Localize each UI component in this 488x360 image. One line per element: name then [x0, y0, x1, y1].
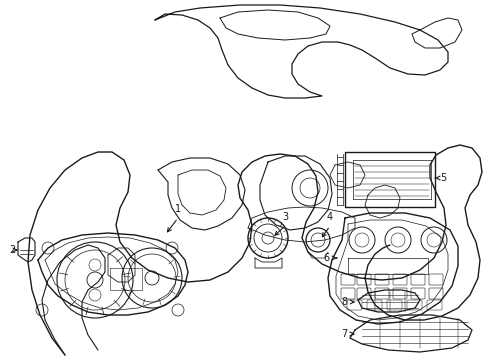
Text: 6: 6 [323, 253, 329, 263]
Text: 3: 3 [282, 212, 287, 222]
Text: 8: 8 [340, 297, 346, 307]
Text: 2: 2 [9, 245, 15, 255]
Text: 5: 5 [439, 173, 446, 183]
Text: 1: 1 [175, 204, 181, 214]
Text: 4: 4 [326, 212, 332, 222]
Text: 7: 7 [340, 329, 346, 339]
